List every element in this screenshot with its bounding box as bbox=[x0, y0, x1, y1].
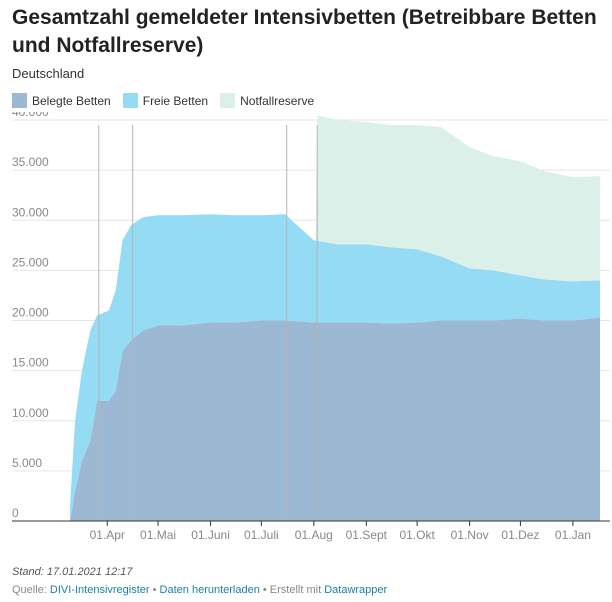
legend: Belegte Betten Freie Betten Notfallreser… bbox=[12, 93, 314, 108]
axis-layer: 0 5.000 10.000 15.000 20.000 25.000 30.000 35.0… bbox=[12, 112, 610, 542]
y-tick-label: 0 bbox=[12, 506, 19, 520]
area-series-2 bbox=[70, 115, 600, 506]
legend-swatch-freie bbox=[122, 93, 138, 108]
marker-layer bbox=[98, 125, 318, 521]
x-tick-label: 01.Juni bbox=[191, 528, 230, 542]
legend-label-belegte: Belegte Betten bbox=[32, 93, 111, 108]
y-tick-label: 5.000 bbox=[12, 456, 42, 470]
y-tick-label: 15.000 bbox=[12, 356, 49, 370]
download-link[interactable]: Daten herunterladen bbox=[159, 584, 260, 596]
area-series-1 bbox=[70, 214, 600, 521]
legend-swatch-belegte bbox=[12, 93, 27, 108]
legend-swatch-notfall bbox=[220, 93, 236, 108]
y-tick-label: 10.000 bbox=[12, 406, 49, 420]
y-tick-label: 35.000 bbox=[12, 155, 49, 169]
chart-subtitle: Deutschland bbox=[12, 66, 85, 81]
chart-title: Gesamtzahl gemeldeter Intensivbetten (Be… bbox=[12, 6, 597, 57]
y-tick-label: 30.000 bbox=[12, 205, 49, 219]
x-tick-label: 01.Apr bbox=[90, 528, 125, 542]
y-tick-label: 40.000 bbox=[12, 112, 49, 119]
source-prefix: Quelle: bbox=[12, 584, 50, 596]
source-link[interactable]: DIVI-Intensivregister bbox=[49, 584, 150, 596]
legend-item-notfall: Notfallreserve bbox=[220, 93, 314, 108]
legend-label-notfall: Notfallreserve bbox=[240, 93, 315, 108]
datawrapper-link[interactable]: Datawrapper bbox=[324, 584, 388, 596]
area-layer bbox=[70, 115, 600, 521]
y-tick-label: 25.000 bbox=[12, 255, 49, 269]
credit-sep: • Erstellt mit bbox=[259, 584, 325, 596]
legend-item-belegte: Belegte Betten bbox=[12, 93, 111, 108]
x-tick-label: 01.Juli bbox=[244, 528, 279, 542]
area-series-0 bbox=[70, 317, 600, 521]
legend-label-freie: Freie Betten bbox=[142, 93, 209, 108]
source-line: Quelle: DIVI-Intensivregister • Daten he… bbox=[12, 584, 387, 596]
x-tick-label: 01.Jan bbox=[555, 528, 591, 542]
x-tick-label: 01.Nov bbox=[451, 528, 489, 542]
x-tick-label: 01.Mai bbox=[140, 528, 176, 542]
y-tick-label: 20.000 bbox=[12, 306, 49, 320]
x-tick-label: 01.Aug bbox=[295, 528, 333, 542]
legend-item-freie: Freie Betten bbox=[122, 93, 209, 108]
stand-note: Stand: 17.01.2021 12:17 bbox=[12, 566, 133, 578]
x-tick-label: 01.Okt bbox=[399, 528, 435, 542]
source-sep: • bbox=[149, 584, 160, 596]
x-tick-label: 01.Dez bbox=[501, 528, 539, 542]
area-chart: 0 5.000 10.000 15.000 20.000 25.000 30.000 35.0… bbox=[12, 112, 610, 542]
x-tick-label: 01.Sept bbox=[346, 528, 388, 542]
